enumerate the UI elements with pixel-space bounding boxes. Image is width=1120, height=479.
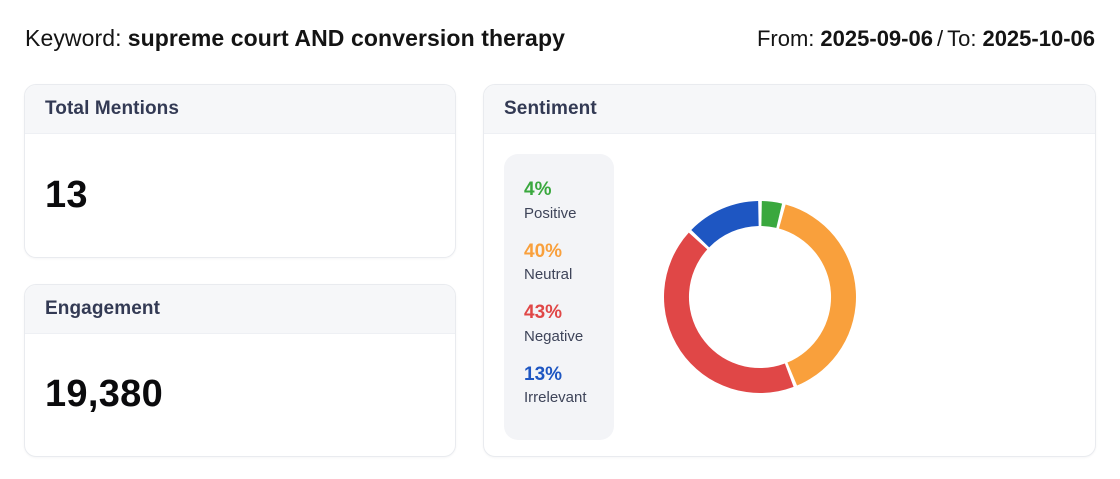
engagement-body: 19,380 [25,334,455,457]
total-mentions-header: Total Mentions [25,85,455,134]
date-from-value: 2025-09-06 [820,26,933,51]
legend-percent: 40% [524,240,563,262]
legend-percent: 43% [524,302,563,323]
sentiment-body: 4% Positive 40% Neutral 43% Negative 13% Irrele… [484,134,1095,456]
sentiment-donut-chart [664,201,856,393]
donut-segment-negative [664,232,794,393]
total-mentions-body: 13 [25,134,455,257]
date-from-label: From: [756,26,815,51]
filter-bar: Keyword: supreme court AND conversion the… [24,24,1096,53]
donut-chart-area [662,154,858,440]
legend-label: Negative [524,327,584,345]
keyword-label: Keyword: [25,25,122,51]
keyword-value: supreme court AND conversion therapy [127,25,565,51]
legend-percent: 13% [524,363,563,385]
legend-label: Positive [524,204,577,222]
sentiment-header: Sentiment [484,85,1095,134]
date-separator: / [936,26,944,51]
sentiment-title: Sentiment [504,98,597,119]
engagement-value: 19,380 [45,373,164,416]
keyword-filter: Keyword: supreme court AND conversion the… [25,24,565,53]
donut-segment-irrelevant [691,201,759,248]
legend-item-irrelevant: 13% Irrelevant [524,363,594,409]
sentiment-legend-panel: 4% Positive 40% Neutral 43% Negative 13% Irrele… [504,154,614,440]
donut-segment-positive [761,201,783,228]
legend-item-neutral: 40% Neutral [524,240,594,286]
legend-label: Irrelevant [524,389,587,407]
legend-item-positive: 4% Positive [524,178,594,224]
engagement-header: Engagement [25,284,455,334]
dashboard-content: Total Mentions 13 Engagement 19,380 Sent… [24,84,1096,457]
date-to-value: 2025-10-06 [982,26,1095,51]
total-mentions-value: 13 [45,173,88,216]
legend-item-negative: 43% Negative [524,301,594,347]
engagement-title: Engagement [45,297,161,319]
date-to-label: To: [947,26,977,51]
date-range: From: 2025-09-06/To: 2025-10-06 [757,24,1095,53]
legend-label: Neutral [524,266,573,284]
donut-segment-neutral [778,204,856,386]
sentiment-card: Sentiment 4% Positive 40% Neutral 43% Negativ… [483,84,1096,457]
total-mentions-card: Total Mentions 13 [24,84,456,258]
legend-percent: 4% [524,179,552,200]
engagement-card: Engagement 19,380 [24,283,456,457]
total-mentions-title: Total Mentions [45,98,180,119]
metrics-column: Total Mentions 13 Engagement 19,380 [24,84,456,457]
